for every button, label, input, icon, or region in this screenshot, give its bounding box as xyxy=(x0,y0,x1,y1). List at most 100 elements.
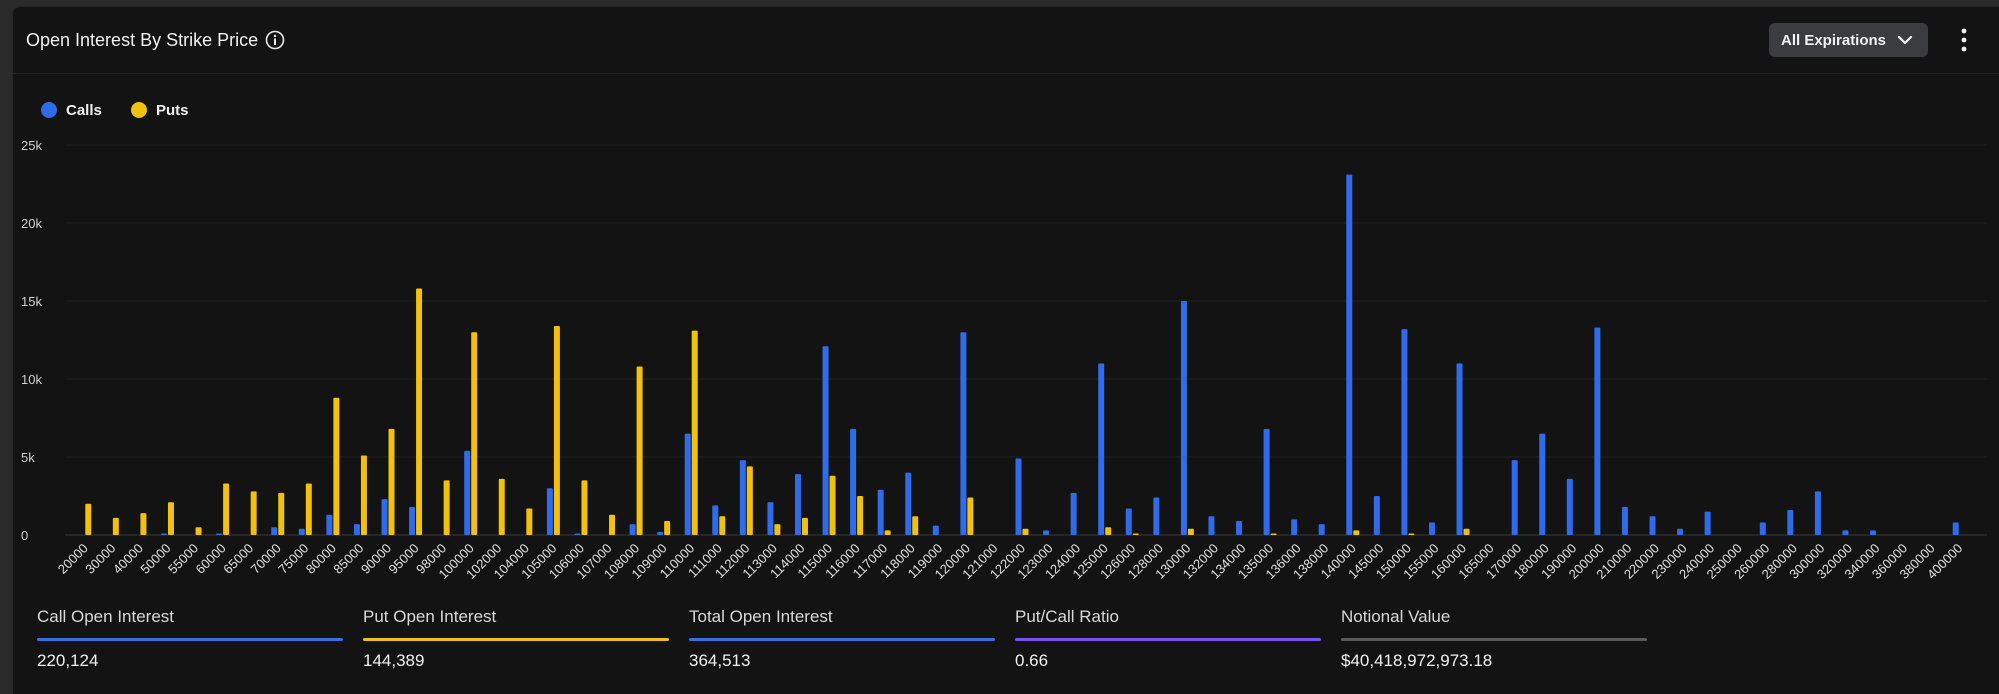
bar-calls xyxy=(822,346,829,535)
x-tick-label: 60000 xyxy=(193,541,229,577)
bar-calls xyxy=(1263,428,1270,535)
legend-label-puts: Puts xyxy=(156,102,189,119)
bar-calls xyxy=(271,527,278,535)
bar-puts xyxy=(167,502,174,535)
panel-header: Open Interest By Strike Price All Expira… xyxy=(13,7,1999,74)
info-icon[interactable] xyxy=(264,29,286,51)
x-tick-label: 95000 xyxy=(386,541,422,577)
stat-underline xyxy=(689,638,995,641)
bar-calls xyxy=(1704,511,1711,535)
bar-calls xyxy=(877,489,884,535)
bar-calls xyxy=(1870,530,1877,535)
bar-puts xyxy=(360,455,367,535)
y-tick-label: 10k xyxy=(21,372,42,387)
bar-calls xyxy=(850,428,857,535)
bar-puts xyxy=(471,332,478,535)
legend-label-calls: Calls xyxy=(66,102,102,119)
stat-underline xyxy=(1015,638,1321,641)
bar-puts xyxy=(526,508,533,535)
bar-calls xyxy=(409,506,416,535)
bar-puts xyxy=(857,496,864,535)
y-tick-label: 20k xyxy=(21,216,42,231)
x-tick-label: 20000 xyxy=(55,541,91,577)
bar-calls xyxy=(1208,516,1215,535)
bar-calls xyxy=(464,450,471,535)
open-interest-panel: Open Interest By Strike Price All Expira… xyxy=(12,6,1999,694)
stat-value: $40,418,972,973.18 xyxy=(1341,651,1493,670)
bar-puts xyxy=(223,483,230,535)
bar-puts xyxy=(636,366,643,535)
y-tick-label: 15k xyxy=(21,294,42,309)
bar-calls xyxy=(794,474,801,535)
bar-calls xyxy=(932,525,939,535)
expirations-dropdown[interactable]: All Expirations xyxy=(1769,23,1928,57)
bar-puts xyxy=(746,466,753,535)
bar-calls xyxy=(1236,520,1243,535)
bar-puts xyxy=(250,491,257,535)
bar-calls xyxy=(1621,506,1628,535)
bar-puts xyxy=(1022,528,1029,535)
bar-puts xyxy=(829,475,836,535)
chevron-down-icon xyxy=(1897,35,1913,45)
bar-puts xyxy=(416,288,423,535)
bar-puts xyxy=(967,497,974,535)
legend-dot-puts xyxy=(131,102,147,118)
bar-calls xyxy=(326,514,333,535)
panel-title: Open Interest By Strike Price xyxy=(26,30,259,50)
bar-puts xyxy=(195,527,202,535)
bar-calls xyxy=(1180,301,1187,535)
stat-label: Put Open Interest xyxy=(363,607,497,626)
bar-calls xyxy=(1125,508,1132,535)
kebab-menu-icon[interactable] xyxy=(1959,27,1969,53)
bar-calls xyxy=(739,460,746,535)
stat-value: 144,389 xyxy=(363,651,425,670)
stat-label: Notional Value xyxy=(1341,607,1451,626)
stat-value: 364,513 xyxy=(689,651,751,670)
bar-calls xyxy=(905,472,912,535)
bar-puts xyxy=(884,530,891,535)
bar-puts xyxy=(801,517,808,535)
x-tick-label: 30000 xyxy=(82,541,118,577)
bar-calls xyxy=(1401,329,1408,535)
x-tick-label: 75000 xyxy=(275,541,311,577)
bar-puts xyxy=(719,516,726,535)
bar-puts xyxy=(1408,533,1415,535)
legend-dot-calls xyxy=(41,102,57,118)
bar-calls xyxy=(684,433,691,535)
stat-value: 220,124 xyxy=(37,651,99,670)
x-tick-label: 85000 xyxy=(330,541,366,577)
bar-calls xyxy=(1677,528,1684,535)
bar-calls xyxy=(353,524,360,535)
bar-calls xyxy=(1428,522,1435,535)
bar-calls xyxy=(1814,491,1821,535)
bar-calls xyxy=(712,505,719,535)
bar-puts xyxy=(664,520,671,535)
bar-calls xyxy=(657,531,664,535)
bar-calls xyxy=(546,488,553,535)
bar-puts xyxy=(333,397,340,535)
bar-puts xyxy=(498,478,505,535)
bar-puts xyxy=(140,513,147,535)
bar-calls xyxy=(1318,524,1325,535)
bar-calls xyxy=(574,533,581,535)
bar-calls xyxy=(1456,363,1463,535)
bar-calls xyxy=(1539,433,1546,535)
bar-calls xyxy=(1291,519,1298,535)
y-tick-label: 0 xyxy=(21,528,28,543)
bar-calls xyxy=(160,533,167,535)
bar-calls xyxy=(1759,522,1766,535)
bar-calls xyxy=(960,332,967,535)
bar-calls xyxy=(1015,458,1022,535)
stat-value: 0.66 xyxy=(1015,651,1049,670)
bar-puts xyxy=(388,428,395,535)
bar-calls xyxy=(1098,363,1105,535)
stat-underline xyxy=(1341,638,1647,641)
bar-puts xyxy=(1463,528,1470,535)
bar-calls xyxy=(629,524,636,535)
bar-calls xyxy=(1566,478,1573,535)
x-tick-label: 80000 xyxy=(303,541,339,577)
x-tick-label: 55000 xyxy=(165,541,201,577)
x-tick-label: 40000 xyxy=(110,541,146,577)
bar-puts xyxy=(305,483,312,535)
x-tick-label: 65000 xyxy=(220,541,256,577)
